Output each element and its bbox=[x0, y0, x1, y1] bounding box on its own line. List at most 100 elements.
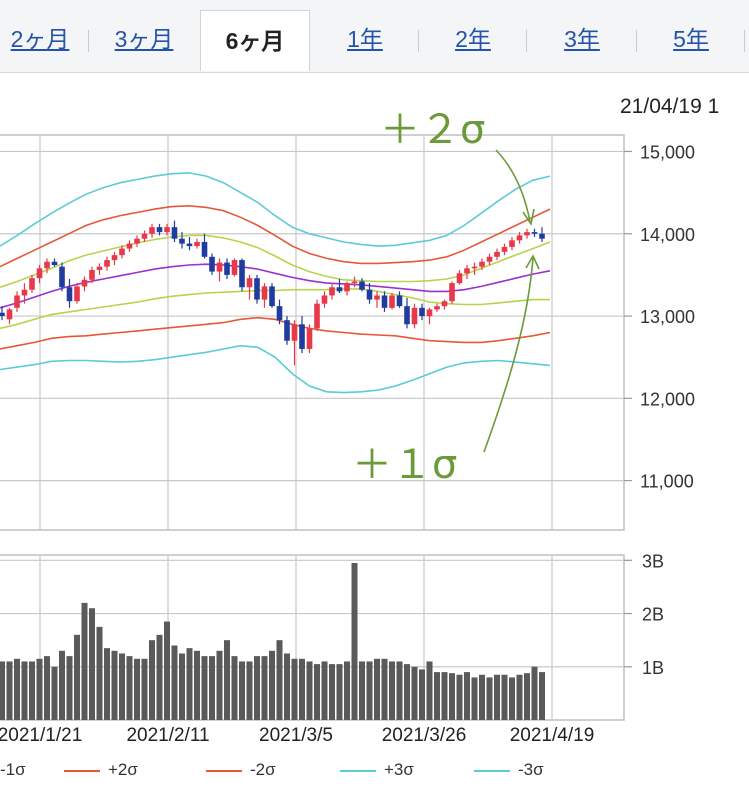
tab-1-year[interactable]: 1年 bbox=[347, 26, 383, 52]
candle-body bbox=[89, 269, 95, 280]
volume-bar bbox=[119, 653, 125, 720]
volume-bar bbox=[59, 650, 65, 720]
tab-2-months[interactable]: 2ヶ月 bbox=[10, 26, 70, 52]
price-panel-frame bbox=[0, 134, 625, 531]
volume-bar bbox=[51, 666, 58, 720]
candle-body bbox=[224, 262, 230, 275]
candle-body bbox=[96, 266, 103, 270]
volume-bar bbox=[464, 672, 470, 720]
legend-item-minus-3-sigma: -3σ bbox=[474, 758, 594, 782]
volume-bar bbox=[374, 658, 380, 720]
volume-bar bbox=[171, 645, 178, 720]
volume-bar bbox=[179, 653, 185, 720]
volume-bar bbox=[456, 674, 463, 720]
candle-body bbox=[284, 320, 290, 341]
candle-body bbox=[239, 260, 245, 288]
annotation-plus-1-sigma: ＋１σ bbox=[352, 442, 457, 488]
candle-body bbox=[74, 286, 80, 302]
candle-body bbox=[396, 295, 403, 307]
volume-bar bbox=[314, 664, 320, 720]
candle-body bbox=[441, 301, 448, 307]
candle-body bbox=[81, 279, 88, 287]
volume-bar bbox=[501, 674, 508, 720]
candle-body bbox=[66, 287, 73, 302]
volume-bar bbox=[209, 656, 215, 720]
volume-bar bbox=[194, 650, 200, 720]
volume-bar bbox=[366, 661, 373, 720]
candle-body bbox=[156, 227, 163, 233]
candle-body bbox=[291, 324, 298, 341]
candle-body bbox=[134, 238, 140, 244]
arrow-plus-1-sigma bbox=[483, 257, 534, 453]
candle-body bbox=[141, 233, 148, 239]
candle-body bbox=[426, 309, 433, 317]
volume-bar bbox=[531, 666, 538, 720]
candle-body bbox=[329, 287, 335, 296]
volume-bar bbox=[486, 677, 493, 720]
tab-separator bbox=[88, 30, 89, 52]
tab-6-months[interactable]: 6ヶ月 bbox=[200, 10, 310, 71]
volume-bar bbox=[201, 656, 208, 720]
volume-bar bbox=[344, 661, 350, 720]
candle-body bbox=[194, 241, 200, 247]
volume-bar bbox=[254, 656, 260, 720]
volume-bar bbox=[479, 674, 485, 720]
candle-body bbox=[59, 266, 65, 288]
volume-bar bbox=[126, 656, 133, 720]
candle-body bbox=[531, 232, 538, 234]
legend-item-plus-3-sigma: +3σ bbox=[340, 758, 460, 782]
volume-bar bbox=[164, 621, 170, 720]
candle-body bbox=[381, 295, 388, 308]
volume-bar bbox=[261, 656, 268, 720]
volume-bar bbox=[156, 634, 163, 720]
candle-body bbox=[306, 328, 313, 349]
tab-3-months[interactable]: 3ヶ月 bbox=[114, 26, 174, 52]
band-line-p3 bbox=[0, 172, 551, 247]
band-line-m3 bbox=[0, 344, 551, 394]
volume-bar bbox=[449, 673, 455, 720]
band-line-m2 bbox=[0, 316, 551, 350]
volume-bar bbox=[351, 562, 358, 720]
volume-bar bbox=[14, 658, 20, 720]
volume-bar bbox=[89, 608, 95, 720]
volume-bar bbox=[329, 664, 335, 720]
volume-bar bbox=[246, 661, 253, 720]
date-tick-label: 2021/1/21 bbox=[0, 725, 82, 746]
volume-bar bbox=[96, 626, 103, 720]
tab-2-years[interactable]: 2年 bbox=[455, 26, 491, 52]
volume-bar bbox=[224, 640, 230, 720]
legend-item-minus-1-sigma: -1σ bbox=[0, 758, 60, 782]
volume-bar bbox=[471, 677, 478, 720]
candle-body bbox=[171, 227, 178, 239]
candle-body bbox=[254, 278, 260, 300]
volume-bar bbox=[404, 664, 410, 720]
legend-label: +2σ bbox=[108, 760, 138, 779]
tab-3-years[interactable]: 3年 bbox=[564, 26, 600, 52]
arrow-plus-2-sigma bbox=[495, 149, 531, 223]
volume-bar bbox=[441, 672, 448, 720]
tab-separator bbox=[418, 30, 419, 52]
legend-swatch bbox=[64, 770, 100, 772]
candle-body bbox=[164, 227, 170, 233]
candle-body bbox=[6, 309, 13, 320]
candle-body bbox=[456, 273, 463, 284]
band-line-m1 bbox=[0, 288, 550, 330]
legend-swatch bbox=[340, 770, 376, 772]
volume-bar bbox=[44, 656, 50, 720]
volume-bar bbox=[419, 669, 425, 720]
tab-5-years[interactable]: 5年 bbox=[673, 26, 709, 52]
candle-body bbox=[276, 306, 283, 321]
candle-body bbox=[29, 278, 35, 290]
band-line-p1 bbox=[0, 234, 551, 288]
volume-bar bbox=[66, 656, 73, 720]
candle-body bbox=[404, 306, 410, 325]
price-tick-label: 14,000 bbox=[640, 225, 695, 245]
candle-body bbox=[524, 232, 530, 236]
candle-body bbox=[359, 281, 365, 290]
volume-bar bbox=[29, 661, 35, 720]
candle-body bbox=[351, 281, 358, 284]
candles bbox=[0, 220, 545, 366]
candle-body bbox=[516, 235, 523, 241]
candle-body bbox=[186, 243, 193, 247]
